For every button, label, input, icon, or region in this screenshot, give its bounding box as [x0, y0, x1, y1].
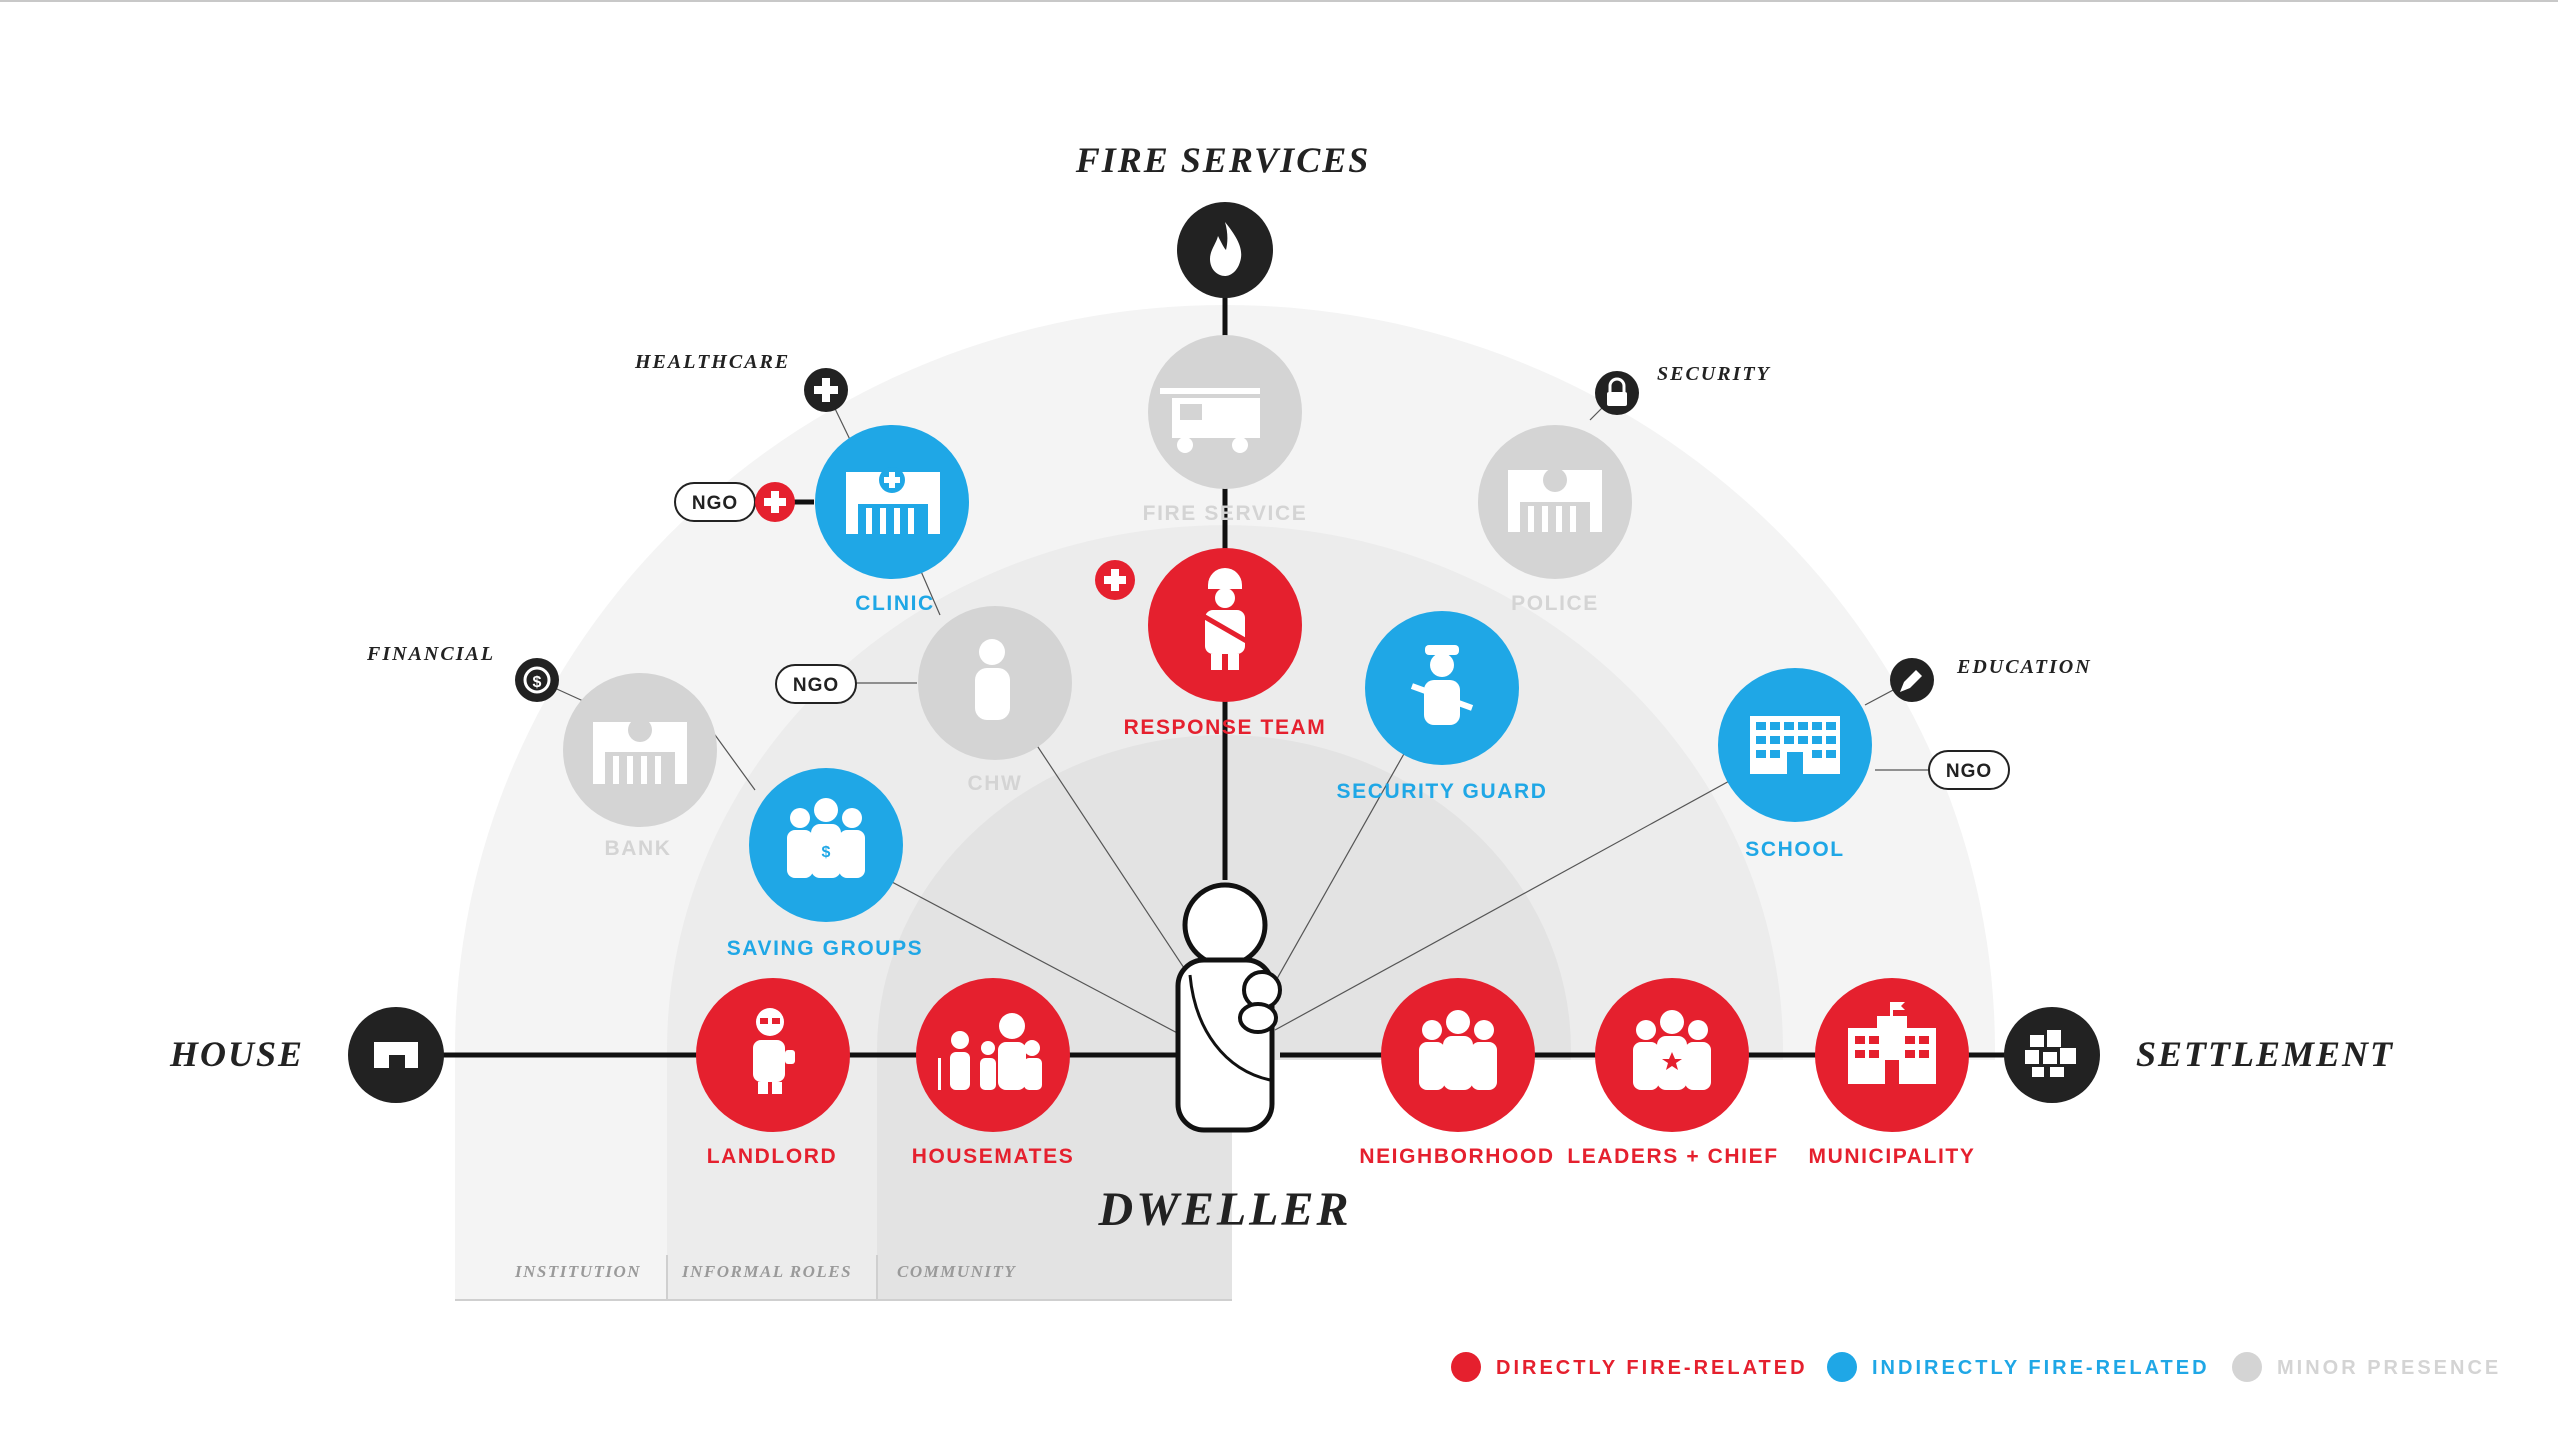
- category-financial: FINANCIAL: [366, 643, 495, 665]
- connector-school: [1274, 744, 1796, 1031]
- ngo-tag-chw: NGO: [775, 664, 857, 704]
- ngo-tag-clinic: NGO: [674, 482, 756, 522]
- group-savings-icon: $: [787, 798, 865, 878]
- lock-icon: [1607, 377, 1627, 406]
- bank-icon: [593, 718, 687, 784]
- svg-text:NGO: NGO: [692, 493, 738, 514]
- node-saving-groups: $ SAVING GROUPS: [727, 768, 924, 960]
- node-bank: BANK: [563, 673, 717, 860]
- ngo-red-cross-badge: [755, 482, 795, 522]
- svg-text:SCHOOL: SCHOOL: [1745, 838, 1844, 861]
- fire-anchor: [1177, 202, 1273, 298]
- school-building-icon: [1750, 716, 1840, 774]
- fire-truck-icon: [1160, 388, 1260, 453]
- svg-text:$: $: [822, 844, 831, 861]
- node-leaders-chief: LEADERS + CHIEF: [1567, 978, 1778, 1168]
- title-dweller: DWELLER: [1097, 1183, 1351, 1236]
- financial-category-icon: $: [515, 658, 559, 702]
- svg-text:DIRECTLY FIRE-RELATED: DIRECTLY FIRE-RELATED: [1496, 1357, 1808, 1379]
- fire-icon: [1210, 222, 1242, 276]
- svg-text:CLINIC: CLINIC: [855, 592, 935, 615]
- top-border: [0, 0, 2558, 2]
- security-guard-icon: [1410, 645, 1474, 725]
- legend-item-direct: DIRECTLY FIRE-RELATED: [1451, 1352, 1808, 1382]
- ngo-tag-school: NGO: [1928, 750, 2010, 790]
- category-education: EDUCATION: [1956, 656, 2092, 678]
- health-category-icon: [804, 368, 848, 412]
- svg-text:NGO: NGO: [1946, 761, 1992, 782]
- connector-saving-bank: [709, 727, 756, 791]
- housemates-icon: [938, 1013, 1042, 1090]
- police-station-icon: [1508, 468, 1602, 532]
- house-icon: [374, 1042, 418, 1068]
- neighborhood-icon: [1419, 1010, 1497, 1090]
- category-healthcare: HEALTHCARE: [634, 351, 790, 373]
- house-anchor: [348, 1007, 444, 1103]
- plus-icon: [1104, 569, 1126, 591]
- node-school: SCHOOL: [1718, 668, 1872, 861]
- legend-item-minor: MINOR PRESENCE: [2232, 1352, 2501, 1382]
- svg-text:INDIRECTLY FIRE-RELATED: INDIRECTLY FIRE-RELATED: [1872, 1357, 2210, 1379]
- response-team-red-cross-badge: [1095, 560, 1135, 600]
- node-response-team: RESPONSE TEAM: [1124, 548, 1327, 739]
- node-housemates: HOUSEMATES: [912, 978, 1075, 1168]
- svg-text:HOUSEMATES: HOUSEMATES: [912, 1145, 1075, 1168]
- node-municipality: MUNICIPALITY: [1809, 978, 1976, 1168]
- education-category-icon: [1890, 658, 1934, 702]
- band-label-institution: INSTITUTION: [514, 1262, 641, 1281]
- settlement-icon: [2025, 1030, 2076, 1077]
- node-security-guard: SECURITY GUARD: [1336, 611, 1547, 803]
- health-worker-icon: [975, 639, 1010, 720]
- node-clinic: CLINIC: [815, 425, 969, 615]
- title-settlement: SETTLEMENT: [2136, 1034, 2394, 1074]
- municipality-building-icon: [1848, 1002, 1936, 1084]
- security-category-icon: [1595, 371, 1639, 415]
- svg-text:BANK: BANK: [604, 837, 671, 860]
- title-house: HOUSE: [169, 1034, 304, 1074]
- dollar-coin-icon: $: [533, 674, 542, 691]
- svg-text:LEADERS + CHIEF: LEADERS + CHIEF: [1567, 1145, 1778, 1168]
- svg-text:MINOR PRESENCE: MINOR PRESENCE: [2277, 1357, 2501, 1379]
- svg-text:MUNICIPALITY: MUNICIPALITY: [1809, 1145, 1976, 1168]
- node-landlord: LANDLORD: [696, 978, 850, 1168]
- settlement-anchor: [2004, 1007, 2100, 1103]
- firefighter-icon: [1193, 568, 1257, 670]
- clinic-building-icon: [846, 467, 940, 534]
- node-fire-service: FIRE SERVICE: [1143, 335, 1308, 525]
- svg-text:POLICE: POLICE: [1511, 592, 1599, 615]
- svg-text:SECURITY GUARD: SECURITY GUARD: [1336, 780, 1547, 803]
- leaders-chief-icon: [1633, 1010, 1711, 1090]
- title-fire-services: FIRE SERVICES: [1075, 140, 1371, 180]
- node-neighborhood: NEIGHBORHOOD: [1359, 978, 1554, 1168]
- pencil-icon: [1900, 670, 1922, 692]
- svg-text:NEIGHBORHOOD: NEIGHBORHOOD: [1359, 1145, 1554, 1168]
- svg-text:NGO: NGO: [793, 675, 839, 696]
- svg-text:FIRE SERVICE: FIRE SERVICE: [1143, 502, 1308, 525]
- node-police: POLICE: [1478, 425, 1632, 615]
- dweller-figure: [1175, 882, 1282, 1133]
- node-chw: CHW: [918, 606, 1072, 795]
- plus-icon: [764, 491, 786, 513]
- category-security: SECURITY: [1657, 363, 1771, 385]
- svg-text:SAVING GROUPS: SAVING GROUPS: [727, 937, 924, 960]
- svg-text:LANDLORD: LANDLORD: [707, 1145, 838, 1168]
- band-label-informal-roles: INFORMAL ROLES: [681, 1262, 852, 1281]
- legend-item-indirect: INDIRECTLY FIRE-RELATED: [1827, 1352, 2210, 1382]
- svg-text:CHW: CHW: [968, 772, 1023, 795]
- legend: DIRECTLY FIRE-RELATED INDIRECTLY FIRE-RE…: [1451, 1352, 2501, 1382]
- band-label-community: COMMUNITY: [897, 1262, 1016, 1281]
- plus-icon: [814, 378, 838, 402]
- svg-text:RESPONSE TEAM: RESPONSE TEAM: [1124, 716, 1327, 739]
- landlord-icon: [753, 1008, 795, 1094]
